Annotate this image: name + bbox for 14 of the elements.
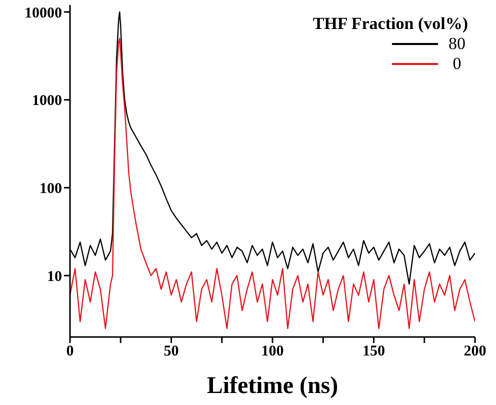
x-tick-label: 150	[362, 344, 385, 360]
y-tick-label: 1000	[32, 93, 62, 110]
x-tick-label: 200	[464, 344, 486, 360]
x-axis-title: Lifetime (ns)	[206, 373, 338, 399]
x-tick-label: 0	[66, 344, 74, 360]
line-series	[70, 38, 475, 330]
y-tick-label: 100	[40, 181, 62, 198]
x-tick-label: 100	[261, 344, 284, 360]
y-tick-label: 10000	[24, 5, 62, 22]
x-tick-label: 50	[164, 344, 179, 360]
y-tick-label: 10	[47, 268, 62, 285]
legend-title: THF Fraction (vol%)	[312, 14, 468, 34]
legend-label: 80	[448, 34, 466, 54]
legend-label: 0	[452, 54, 462, 74]
